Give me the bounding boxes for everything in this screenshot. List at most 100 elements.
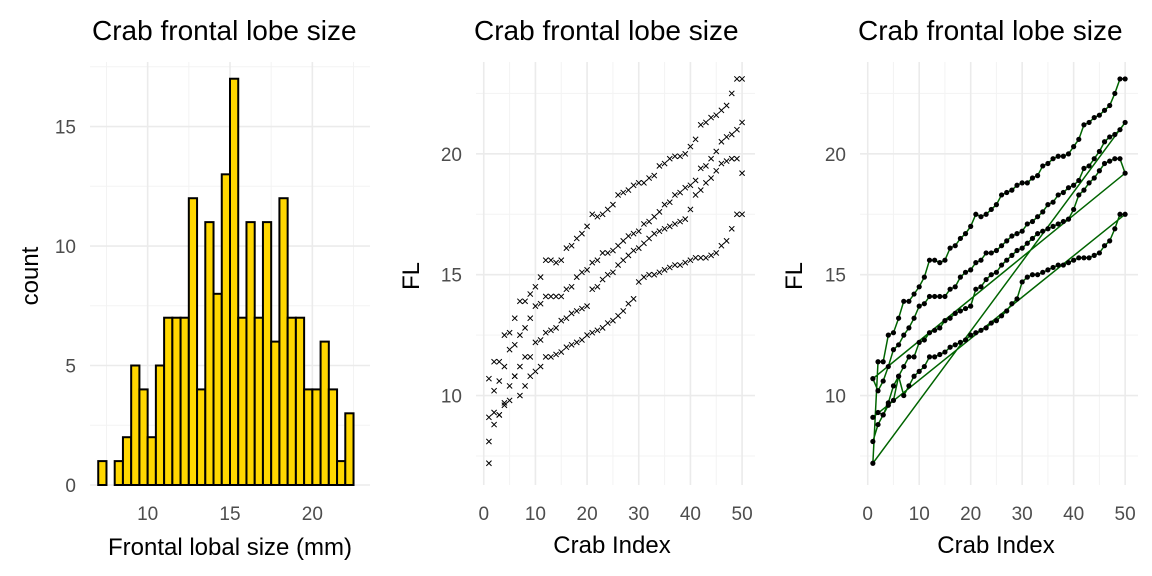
line-point — [1112, 90, 1118, 97]
scatter-point — [702, 179, 709, 186]
line-point — [1060, 153, 1066, 159]
x-tick-label: 30 — [1012, 504, 1033, 525]
scatter-point — [491, 409, 498, 416]
line-point — [896, 373, 902, 379]
scatter-point — [708, 155, 715, 162]
scatter-point — [640, 220, 647, 227]
histogram-bars — [97, 77, 355, 487]
scatter-point — [568, 310, 575, 317]
line-point — [890, 347, 897, 353]
scatter-point — [651, 230, 658, 237]
y-tick-label: 15 — [825, 266, 846, 287]
line-point — [921, 363, 927, 370]
line-point — [1004, 308, 1010, 314]
scatter-point — [682, 216, 689, 223]
line-point — [1112, 226, 1118, 232]
line-point — [1086, 180, 1092, 186]
scatter-point — [589, 329, 596, 336]
line-point — [880, 359, 886, 365]
histogram-bar — [220, 173, 232, 487]
scatter-point — [516, 332, 523, 339]
x-tick-label: 30 — [628, 504, 649, 525]
scatter-point — [635, 179, 642, 186]
line-point — [1029, 175, 1036, 181]
histogram-bar — [113, 460, 124, 486]
scatter-title: Crab frontal lobe size — [474, 15, 739, 46]
scatter-point — [723, 133, 730, 140]
line-point — [1055, 153, 1061, 159]
histogram-bar — [187, 197, 199, 486]
scatter-point — [723, 237, 730, 244]
line-point — [998, 243, 1005, 249]
scatter-point — [708, 114, 715, 121]
scatter-point — [666, 264, 673, 271]
scatter-point — [671, 191, 678, 198]
histogram-bar — [196, 388, 207, 486]
scatter-point — [599, 276, 606, 283]
scatter-point — [522, 324, 529, 331]
scatter-point — [527, 353, 534, 360]
histogram-bar — [245, 221, 256, 486]
scatter-point — [537, 274, 544, 281]
line-point — [901, 392, 907, 399]
line-point — [1060, 218, 1066, 225]
scatter-point — [646, 175, 653, 181]
line-point — [1117, 127, 1123, 133]
scatter-point — [516, 298, 523, 305]
line-point — [942, 318, 948, 324]
scatter-point — [656, 162, 663, 169]
line-point — [973, 260, 979, 266]
scatter-point — [620, 189, 627, 196]
line-point — [880, 412, 886, 418]
line-point — [916, 303, 922, 309]
line-point — [1076, 136, 1082, 142]
y-tick-label: 15 — [55, 118, 76, 139]
line-point — [1071, 182, 1077, 188]
scatter-point — [640, 274, 647, 281]
x-tick-label: 10 — [525, 504, 546, 525]
scatter-point — [485, 414, 492, 421]
scatter-point — [609, 201, 616, 208]
scatter-point — [506, 382, 513, 389]
scatter-point — [568, 341, 575, 348]
scatter-point — [604, 250, 611, 256]
scatter-point — [547, 353, 554, 360]
line-point — [1122, 211, 1128, 217]
line-point — [983, 211, 989, 217]
scatter-point — [563, 344, 570, 351]
line-point — [983, 276, 989, 283]
scatter-y-label: FL — [398, 262, 425, 290]
line-point — [1086, 163, 1092, 169]
scatter-point — [604, 206, 611, 213]
line-point — [1065, 185, 1072, 191]
scatter-point — [553, 293, 560, 300]
scatter-point — [573, 235, 580, 242]
line-point — [952, 243, 958, 249]
line-point — [1076, 255, 1082, 261]
scatter-point — [677, 262, 684, 268]
scatter-point — [511, 341, 518, 348]
scatter-point — [718, 160, 725, 167]
x-tick-label: 20 — [960, 504, 981, 525]
scatter-point — [527, 373, 534, 380]
scatter-panel: Crab frontal lobe size Crab Index FL 0 10… — [398, 15, 755, 559]
line-point — [1004, 257, 1010, 263]
line-point — [1122, 76, 1128, 82]
scatter-point — [485, 375, 492, 382]
line-point — [916, 284, 922, 290]
line-point — [875, 388, 881, 394]
scatter-point — [558, 293, 565, 300]
line-point — [993, 202, 1000, 208]
x-tick-label: 40 — [1063, 504, 1084, 525]
line-point — [932, 257, 938, 263]
line-y-label: FL — [781, 262, 808, 290]
scatter-point — [609, 269, 616, 276]
line-point — [998, 192, 1005, 198]
line-point — [947, 344, 953, 350]
line-point — [1035, 231, 1041, 237]
line-series-paths — [871, 78, 1128, 466]
line-point — [1065, 151, 1072, 157]
line-point — [901, 332, 907, 338]
scatter-point — [599, 324, 606, 331]
histogram-bar — [327, 388, 339, 486]
